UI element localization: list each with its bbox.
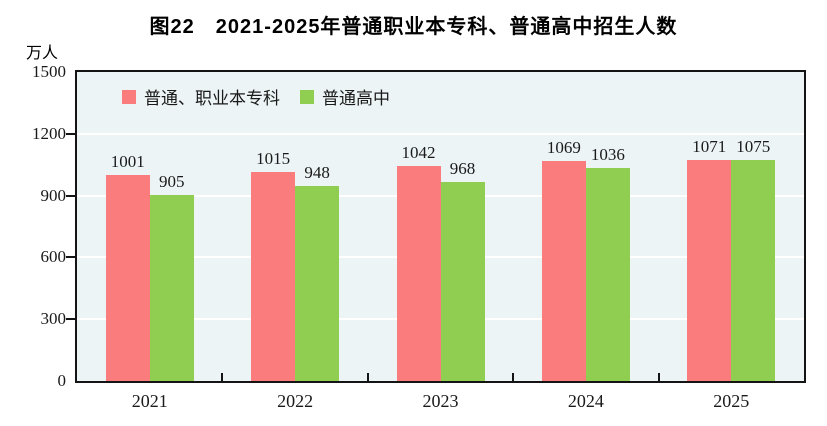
y-axis-tick-mark xyxy=(66,318,75,321)
bar-value-label: 1075 xyxy=(736,136,771,156)
bar-普通高中-2024 xyxy=(585,167,630,381)
bar-普通高中-2025 xyxy=(731,159,776,381)
y-axis-unit-label: 万人 xyxy=(26,45,59,62)
bar-value-label: 1036 xyxy=(590,144,625,164)
y-axis-tick-label: 600 xyxy=(40,247,67,267)
x-axis-category-label: 2021 xyxy=(131,391,168,411)
x-axis-tick-mark xyxy=(657,373,660,381)
legend-label: 普通高中 xyxy=(322,89,390,108)
x-axis-category-label: 2024 xyxy=(567,391,604,411)
bar-普通、职业本专科-2021 xyxy=(105,174,150,381)
bar-value-label: 1071 xyxy=(692,137,727,157)
bar-普通、职业本专科-2023 xyxy=(396,166,441,381)
bar-value-label: 948 xyxy=(304,162,330,182)
y-axis-tick-label: 1500 xyxy=(32,62,66,81)
x-axis-tick-mark xyxy=(221,373,224,381)
chart-title: 图22 2021-2025年普通职业本专科、普通高中招生人数 xyxy=(149,16,678,38)
x-axis-tick-mark xyxy=(512,373,515,381)
legend-swatch-icon xyxy=(300,89,314,104)
y-axis-tick-mark xyxy=(66,132,75,135)
y-axis-tick-mark xyxy=(66,256,75,259)
legend-label: 普通、职业本专科 xyxy=(144,89,280,108)
gridline xyxy=(77,132,804,135)
y-axis-tick-label: 300 xyxy=(40,309,67,329)
x-axis-category-label: 2025 xyxy=(713,391,750,411)
x-axis-tick-mark xyxy=(366,373,369,381)
plot-area: 普通、职业本专科 普通高中 1001 1015 1042 1069 1071 905 948 9… xyxy=(75,70,806,383)
y-axis-tick-label: 900 xyxy=(40,185,67,205)
x-axis-category-label: 2023 xyxy=(422,391,459,411)
y-axis-tick-mark xyxy=(66,194,75,197)
bar-value-label: 1042 xyxy=(401,143,436,163)
bar-value-label: 1069 xyxy=(546,137,581,157)
y-axis-tick-label: 1200 xyxy=(32,123,66,143)
legend-item: 普通、职业本专科 xyxy=(122,84,280,109)
legend-item: 普通高中 xyxy=(300,84,390,109)
legend: 普通、职业本专科 普通高中 xyxy=(122,84,390,109)
y-axis-tick-label: 0 xyxy=(57,371,67,390)
bar-普通、职业本专科-2025 xyxy=(687,160,732,381)
bar-value-label: 905 xyxy=(158,171,185,191)
legend-swatch-icon xyxy=(122,89,136,104)
bar-普通高中-2023 xyxy=(440,181,485,381)
bar-value-label: 968 xyxy=(449,158,476,178)
x-axis-category-label: 2022 xyxy=(277,391,314,411)
bar-普通高中-2022 xyxy=(295,185,340,381)
bar-value-label: 1015 xyxy=(256,148,291,168)
bar-普通、职业本专科-2022 xyxy=(251,171,296,381)
bar-value-label: 1001 xyxy=(110,151,145,171)
bar-普通高中-2021 xyxy=(149,194,194,381)
bar-普通、职业本专科-2024 xyxy=(541,160,586,381)
